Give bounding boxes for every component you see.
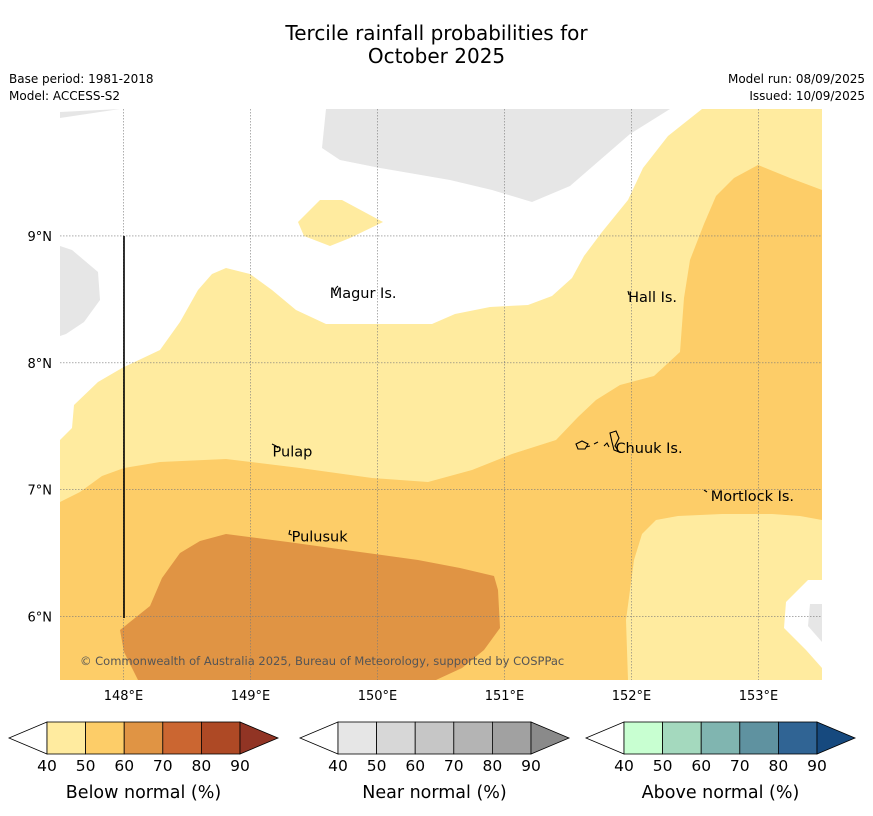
colorbar-cell (46, 721, 86, 755)
colorbar: 40 50 60 70 80 90 Above normal (%) (584, 721, 857, 803)
place-label: Mortlock Is. (711, 489, 794, 505)
colorbar: 40 50 60 70 80 90 Below normal (%) (7, 721, 280, 803)
island-pulusuk (288, 529, 293, 536)
colorbar-extend-min (584, 721, 625, 755)
colorbar-tick-label: 90 (807, 757, 827, 775)
below-50-60-southeast (626, 514, 822, 680)
lon-tick-label: 148°E (104, 689, 144, 704)
colorbar-extend-min (7, 721, 48, 755)
lon-tick-label: 150°E (358, 689, 398, 704)
colorbar-extend-max (530, 721, 571, 755)
place-label: Chuuk Is. (615, 441, 682, 457)
base-period-text: Base period: 1981-2018 (9, 72, 154, 86)
colorbar-tick-label: 80 (769, 757, 789, 775)
island-chuuk (575, 430, 621, 454)
latitude-tick-labels: 9°N 8°N 7°N 6°N (28, 230, 53, 626)
near-normal-sliver-topleft (60, 109, 120, 118)
colorbar-tick-label: 60 (405, 757, 425, 775)
lon-tick-label: 152°E (612, 689, 652, 704)
place-label: Pulusuk (292, 530, 349, 546)
colorbar-title: Below normal (%) (66, 783, 221, 803)
place-label: Pulap (273, 445, 313, 461)
below-50-60-blob-north (298, 200, 383, 246)
colorbar-tick-label: 40 (328, 757, 348, 775)
lon-tick-label: 149°E (231, 689, 271, 704)
colorbar-tick-label: 50 (653, 757, 673, 775)
lat-tick-label: 9°N (28, 230, 53, 245)
colorbar-tick-label: 60 (114, 757, 134, 775)
map-area: Magur Is. Hall Is. Pulap Chuuk Is. Mortlock … (60, 109, 822, 680)
map-title-line1: Tercile rainfall probabilities for (285, 21, 588, 45)
colorbar-tick-label: 90 (230, 757, 250, 775)
below-70-80-region (120, 534, 500, 680)
issued-text: Issued: 10/09/2025 (749, 89, 865, 103)
lat-tick-label: 8°N (28, 357, 53, 372)
colorbar-cell (739, 721, 779, 755)
colorbar-cell (337, 721, 377, 755)
meta-right: Model run: 08/09/2025 Issued: 10/09/2025 (728, 71, 865, 105)
colorbar-extend-min (298, 721, 339, 755)
island-mortlock (703, 489, 708, 493)
colorbar-cell (376, 721, 416, 755)
model-run-text: Model run: 08/09/2025 (727, 72, 865, 86)
colorbar-tick-label: 70 (444, 757, 464, 775)
colorbar-cell (778, 721, 818, 755)
colorbar-tick-label: 50 (367, 757, 387, 775)
colorbar-cell (623, 721, 663, 755)
island-outlines (271, 285, 708, 536)
colorbar-tick-label: 80 (192, 757, 212, 775)
island-magur (333, 285, 339, 294)
lat-tick-label: 6°N (28, 611, 53, 626)
colorbar-cell (662, 721, 702, 755)
lat-tick-label: 7°N (28, 484, 53, 499)
meta-left: Base period: 1981-2018 Model: ACCESS-S2 (9, 71, 154, 105)
colorbar-title: Above normal (%) (642, 783, 800, 803)
colorbar-cell (491, 721, 532, 755)
colorbar-tick-label: 40 (37, 757, 57, 775)
model-text: Model: ACCESS-S2 (9, 89, 121, 103)
colorbar-tick-label: 70 (153, 757, 173, 775)
place-labels: Magur Is. Hall Is. Pulap Chuuk Is. Mortlock … (273, 286, 795, 546)
copyright-text: © Commonwealth of Australia 2025, Bureau… (80, 654, 564, 668)
colorbar-cell (200, 721, 241, 755)
neutral-patch-southeast (784, 580, 822, 668)
colorbar-tick-label: 90 (521, 757, 541, 775)
map-title-line2: October 2025 (367, 44, 506, 68)
colorbar-tick-label: 80 (483, 757, 503, 775)
colorbar-cell (700, 721, 741, 755)
place-label: Magur Is. (330, 286, 397, 302)
island-hall (627, 290, 630, 296)
map-title: Tercile rainfall probabilities for Octob… (0, 22, 873, 68)
colorbar-tick-label: 70 (730, 757, 750, 775)
near-normal-patch-southeast (808, 604, 822, 642)
colorbar-cell (453, 721, 493, 755)
colorbar-cell (414, 721, 455, 755)
colorbar-tick-label: 50 (76, 757, 96, 775)
legends: 40 50 60 70 80 90 Below normal (%) 40 50 60 70 80 90… (7, 721, 857, 803)
colorbar-extend-max (239, 721, 280, 755)
longitude-tick-labels: 148°E 149°E 150°E 151°E 152°E 153°E (104, 689, 779, 704)
colorbar-cell (85, 721, 125, 755)
colorbar-tick-label: 40 (614, 757, 634, 775)
colorbar-cell (162, 721, 202, 755)
island-pulap (271, 443, 279, 449)
lon-tick-label: 151°E (485, 689, 525, 704)
place-label: Hall Is. (628, 290, 677, 306)
colorbar-tick-label: 60 (691, 757, 711, 775)
colorbar-cell (123, 721, 164, 755)
colorbar-extend-max (816, 721, 857, 755)
near-normal-region-north (322, 109, 670, 202)
lon-tick-label: 153°E (739, 689, 779, 704)
colorbar: 40 50 60 70 80 90 Near normal (%) (298, 721, 571, 803)
near-normal-region-west (60, 246, 100, 336)
colorbar-title: Near normal (%) (362, 783, 507, 803)
